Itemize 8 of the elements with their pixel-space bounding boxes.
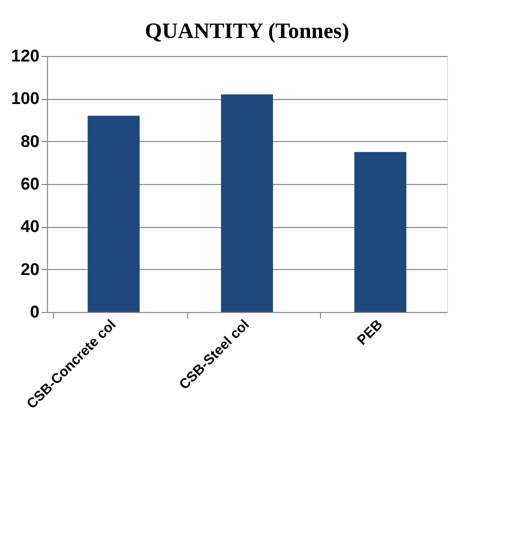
- y-tick-label: 120: [11, 46, 40, 66]
- y-tick-label: 20: [20, 260, 40, 279]
- chart-title: QUANTITY (Tonnes): [144, 18, 350, 43]
- y-tick-label: 40: [20, 217, 40, 236]
- y-tick-label: 100: [11, 89, 40, 108]
- y-tick-label: 80: [20, 132, 40, 151]
- y-tick-label: 0: [30, 302, 40, 322]
- y-tick-label: 60: [20, 174, 40, 194]
